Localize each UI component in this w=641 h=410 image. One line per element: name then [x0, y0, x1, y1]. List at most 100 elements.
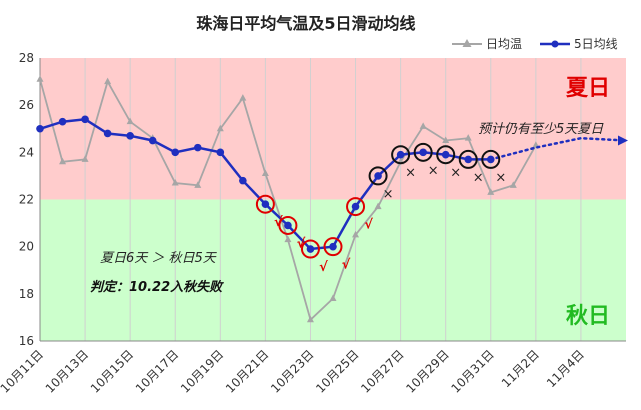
daily-point-15 [374, 202, 382, 210]
zone-bands [40, 58, 626, 341]
ma-point-19 [464, 155, 473, 164]
summer-cross-mark-1: × [405, 166, 416, 181]
daily-point-21 [509, 181, 517, 188]
annotation-comparison: 夏日6天 ＞ 秋日5天 [100, 251, 218, 266]
y-tick-label-1: 18 [19, 287, 34, 301]
forecast-line [489, 136, 628, 161]
x-tick-label-10: 10月31日 [448, 347, 496, 395]
y-tick-label-3: 22 [19, 193, 34, 207]
legend: 日均温 5日均线 [452, 37, 618, 51]
ma-point-15 [374, 172, 382, 180]
ma-point-5 [148, 136, 157, 145]
daily-point-6 [171, 178, 179, 186]
x-tick-label-3: 10月17日 [133, 347, 181, 395]
x-tick-label-4: 10月19日 [178, 347, 226, 395]
daily-point-13 [329, 294, 337, 302]
y-tick-label-6: 28 [19, 51, 34, 65]
x-tick-label-11: 11月2日 [499, 347, 542, 390]
legend-triangle-icon [462, 39, 472, 47]
zone-label-autumn: 秋日 [566, 304, 610, 329]
ma-point-9 [239, 176, 247, 185]
ma-point-2 [81, 115, 89, 124]
autumn-day-circle-2 [300, 239, 320, 259]
x-tick-label-6: 10月23日 [268, 347, 316, 395]
y-tick-label-5: 26 [19, 98, 34, 112]
summer-day-circle-2 [413, 142, 433, 162]
daily-point-10 [261, 169, 269, 177]
annotation-verdict: 判定：10.22入秋失败 [90, 279, 224, 295]
legend-circle-icon [551, 40, 559, 48]
autumn-day-circle-3 [323, 237, 343, 257]
ma-point-10 [261, 200, 270, 209]
mark-layer: √ √ √ √ √ × × × × × × [255, 142, 506, 275]
autumn-check-mark-1: √ [297, 236, 306, 251]
y-tick-label-4: 24 [19, 145, 34, 159]
zone-label-summer: 夏日 [566, 76, 610, 101]
autumn-check-mark-2: √ [319, 260, 328, 275]
x-tick-label-9: 10月29日 [403, 347, 451, 395]
daily-point-8 [216, 124, 224, 132]
legend-daily-label: 日均温 [486, 37, 522, 51]
summer-cross-mark-4: × [473, 170, 484, 185]
ma-point-3 [103, 129, 112, 138]
daily-point-0 [36, 75, 44, 82]
x-tick-label-5: 10月21日 [223, 347, 271, 395]
ma-point-20 [486, 155, 495, 164]
x-tick-label-12: 11月4日 [544, 347, 587, 390]
autumn-check-mark-0: √ [274, 215, 283, 230]
autumn-day-circle-1 [278, 215, 298, 235]
legend-ma-label: 5日均线 [574, 37, 618, 51]
chart-title: 珠海日平均气温及5日滑动均线 [196, 14, 415, 33]
ma-point-16 [396, 150, 405, 159]
summer-day-circle-3 [436, 145, 456, 165]
daily-point-17 [419, 122, 427, 129]
x-tick-label-2: 10月15日 [88, 347, 136, 395]
x-tick-label-7: 10月25日 [313, 347, 361, 395]
zone-band-1 [40, 199, 626, 341]
x-tick-label-1: 10月13日 [43, 347, 91, 395]
ma-point-6 [171, 148, 180, 157]
daily-point-12 [306, 315, 314, 323]
autumn-day-circle-4 [346, 197, 366, 217]
daily-point-7 [194, 181, 202, 188]
daily-point-3 [104, 77, 112, 85]
daily-point-2 [81, 155, 89, 162]
daily-point-11 [284, 235, 292, 243]
summer-day-circle-0 [368, 166, 388, 186]
summer-cross-mark-3: × [450, 166, 461, 181]
zone-band-0 [40, 58, 626, 200]
ma-point-0 [36, 124, 44, 133]
ma-point-8 [216, 148, 225, 157]
annotation-forecast: 预计仍有至少5天夏日 [478, 122, 604, 137]
ma-point-18 [441, 150, 450, 159]
daily-point-14 [352, 230, 360, 238]
forecast-arrow-icon [618, 135, 628, 146]
daily-point-1 [59, 157, 67, 165]
ma-point-4 [126, 132, 134, 140]
daily-point-4 [126, 117, 134, 125]
summer-cross-mark-2: × [428, 163, 439, 178]
daily-point-9 [239, 94, 247, 101]
ma-point-14 [351, 202, 360, 211]
x-tick-label-0: 10月11日 [0, 347, 46, 395]
ma-point-7 [193, 143, 202, 152]
y-tick-label-0: 16 [19, 334, 34, 348]
summer-day-circle-5 [481, 149, 501, 169]
grid-lines [39, 58, 582, 341]
ma-point-11 [284, 221, 292, 230]
autumn-check-mark-3: √ [342, 258, 351, 273]
ma-point-13 [329, 242, 337, 251]
daily-point-20 [487, 188, 495, 195]
autumn-day-circle-0 [255, 194, 275, 214]
summer-cross-mark-5: × [495, 170, 506, 185]
daily-point-18 [442, 136, 450, 144]
ma-point-17 [419, 148, 427, 157]
daily-point-19 [464, 134, 472, 141]
autumn-check-mark-4: √ [364, 218, 373, 233]
ma-point-1 [58, 117, 67, 126]
ma-point-12 [306, 245, 315, 253]
summer-cross-mark-0: × [383, 187, 394, 202]
x-tick-label-8: 10月27日 [358, 347, 406, 395]
summer-day-circle-4 [458, 149, 478, 169]
